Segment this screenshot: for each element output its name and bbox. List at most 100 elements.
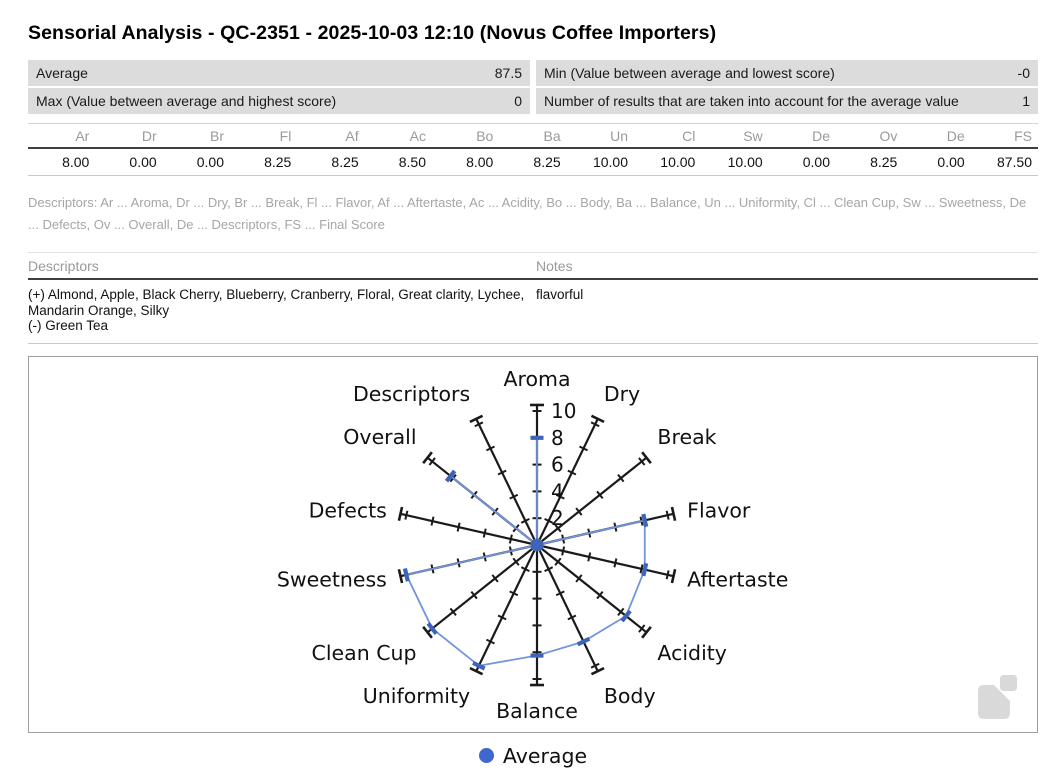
axis-tick: [497, 614, 507, 620]
data-point-marker: [620, 609, 632, 622]
score-value: 0.00: [802, 154, 830, 170]
score-header: Ar: [75, 128, 90, 144]
data-point-marker: [530, 539, 544, 550]
data-point-marker: [444, 469, 457, 482]
radial-tick-label: 8: [551, 425, 564, 449]
axis-descriptors: [475, 417, 538, 545]
category-label-dry: Dry: [604, 382, 640, 406]
axis-tick: [428, 456, 436, 466]
axis-end-cap: [397, 506, 404, 521]
axis-end-cap: [590, 414, 605, 423]
radial-tick-label: 10: [551, 399, 576, 423]
positive-descriptors: (+) Almond, Apple, Black Cherry, Blueber…: [28, 287, 525, 318]
category-label-break: Break: [657, 424, 716, 448]
axis-end-cap: [590, 666, 605, 675]
category-label-uniformity: Uniformity: [363, 683, 470, 707]
axis-tick: [555, 493, 565, 500]
axis-end-cap: [670, 568, 677, 583]
axis-clean-cup: [426, 543, 538, 633]
axis-tick: [596, 490, 604, 499]
axis-tick: [430, 516, 435, 526]
radar-chart-panel: 2 4 6 8 10 Aroma Dry Break Flavor Aftertaste Acidi…: [28, 355, 1038, 733]
score-header: Un: [610, 128, 628, 144]
axis-tick: [554, 557, 562, 566]
axis-tick: [474, 420, 484, 427]
axis-tick: [482, 527, 487, 538]
descriptors-column-header: Descriptors: [28, 258, 99, 274]
score-value: 0.00: [129, 154, 157, 170]
average-series-polygon: [405, 436, 646, 667]
axis-acidity: [536, 543, 648, 633]
axis-end-cap: [469, 414, 484, 423]
summary-cell-left-0: Average 87.5: [28, 60, 530, 86]
category-label-clean-cup: Clean Cup: [312, 641, 417, 665]
score-header: Ov: [879, 128, 898, 144]
axis-tick: [590, 662, 600, 669]
score-header: Ba: [543, 128, 561, 144]
axis-tick: [520, 565, 530, 572]
score-value: 10.00: [727, 154, 763, 170]
axis-tick: [596, 590, 604, 599]
descriptors-notes-table: Descriptors Notes (+) Almond, Apple, Bla…: [28, 252, 1038, 344]
axis-tick: [508, 533, 513, 544]
category-label-body: Body: [604, 683, 656, 707]
axis-tick: [590, 420, 600, 427]
category-label-aroma: Aroma: [503, 366, 570, 390]
average-series-dot-icon: [478, 748, 494, 763]
axis-tick: [470, 590, 478, 599]
summary-value: 0: [514, 93, 522, 109]
axis-tick: [587, 551, 592, 562]
score-value: 8.50: [398, 154, 426, 170]
axis-tick: [575, 573, 583, 583]
report-page: Sensorial Analysis - QC-2351 - 2025-10-0…: [28, 0, 1038, 768]
axis-defects: [400, 512, 538, 546]
score-header: Fl: [279, 128, 292, 144]
axis-tick: [638, 456, 646, 466]
summary-value: 87.5: [494, 65, 522, 81]
summary-label: Max (Value between average and highest s…: [36, 93, 337, 109]
average-series-label: Average: [502, 743, 588, 768]
axis-tick: [575, 506, 583, 516]
axis-tick: [485, 445, 495, 451]
abbreviation-legend: Descriptors: Ar ... Aroma, Dr ... Dry, B…: [28, 195, 1027, 232]
category-label-flavor: Flavor: [687, 498, 751, 522]
descriptors-notes-header-row: Descriptors Notes: [28, 253, 1038, 280]
summary-label: Average: [36, 65, 88, 81]
axis-tick: [665, 510, 670, 520]
axis-tick: [491, 573, 499, 583]
score-header: De: [946, 128, 965, 144]
score-header: Sw: [743, 128, 763, 144]
descriptors-notes-row: (+) Almond, Apple, Black Cherry, Blueber…: [28, 280, 1038, 344]
axis-dry: [536, 417, 599, 545]
data-point-marker: [576, 636, 591, 646]
page-title: Sensorial Analysis - QC-2351 - 2025-10-0…: [28, 22, 717, 44]
negative-descriptors: (-) Green Tea: [28, 318, 109, 333]
axis-end-cap: [422, 625, 433, 639]
axis-tick: [617, 607, 625, 616]
category-label-sweetness: Sweetness: [277, 567, 387, 591]
score-value: 8.25: [331, 154, 359, 170]
category-label-acidity: Acidity: [657, 641, 727, 665]
score-header: Bo: [476, 128, 494, 144]
axis-tick: [567, 614, 577, 620]
score-value: 8.25: [870, 154, 898, 170]
score-header: Cl: [682, 128, 696, 144]
axis-tick: [555, 589, 565, 596]
axis-body: [536, 544, 599, 672]
axis-tick: [520, 517, 530, 524]
axis-tick: [665, 569, 670, 579]
score-header: Af: [345, 128, 359, 144]
score-value: 0.00: [196, 154, 224, 170]
axis-tick: [485, 638, 495, 644]
data-point-marker: [402, 567, 410, 582]
summary-value: 1: [1022, 93, 1030, 109]
axis-end-cap: [641, 625, 652, 639]
radial-tick-label: 2: [551, 506, 564, 530]
score-value: 10.00: [592, 154, 628, 170]
score-header: Dr: [141, 128, 157, 144]
summary-label: Min (Value between average and lowest sc…: [544, 65, 835, 81]
axis-end-cap: [422, 450, 433, 464]
category-label-defects: Defects: [309, 498, 387, 522]
axis-tick: [509, 493, 519, 500]
descriptors-cell: (+) Almond, Apple, Black Cherry, Blueber…: [28, 280, 530, 343]
